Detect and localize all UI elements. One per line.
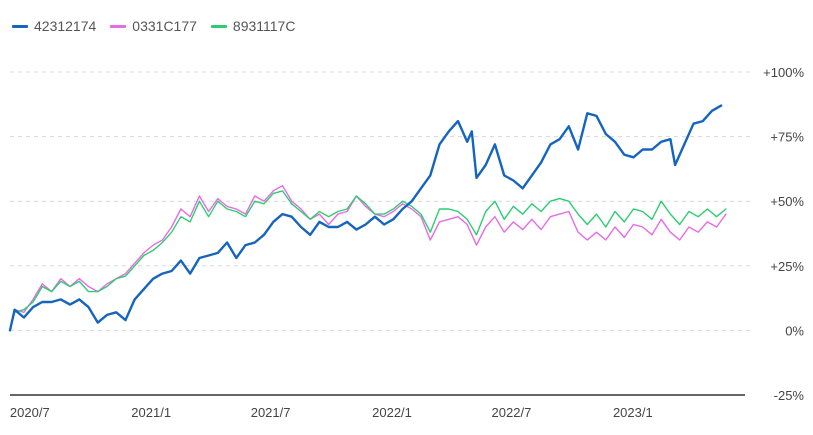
x-tick-label: 2021/1 (131, 405, 171, 420)
legend-swatch-8931117C (210, 24, 227, 28)
series-line-42312174 (8, 104, 723, 332)
y-tick-label: -25% (774, 388, 805, 403)
legend-label-8931117C: 8931117C (232, 18, 296, 34)
series-line-0331C177 (9, 185, 727, 332)
legend-swatch-42312174 (12, 24, 28, 28)
x-tick-label: 2023/1 (613, 405, 653, 420)
legend-label-0331C177: 0331C177 (132, 18, 197, 34)
legend-item-0331C177[interactable]: 0331C177 (110, 18, 197, 34)
y-tick-label: +75% (770, 130, 804, 145)
x-tick-label: 2022/1 (372, 405, 412, 420)
x-tick-label: 2020/7 (10, 405, 50, 420)
y-tick-label: +50% (770, 194, 804, 209)
legend-label-42312174: 42312174 (34, 18, 97, 34)
legend-item-8931117C[interactable]: 8931117C (210, 18, 296, 34)
y-tick-label: +100% (763, 65, 804, 80)
legend-swatch-0331C177 (110, 24, 127, 28)
series-line-8931117C (9, 190, 727, 332)
y-tick-label: +25% (770, 259, 804, 274)
legend-item-42312174[interactable]: 42312174 (12, 18, 96, 34)
y-tick-label: 0% (785, 323, 804, 338)
x-tick-label: 2022/7 (492, 405, 532, 420)
x-tick-label: 2021/7 (251, 405, 291, 420)
legend: 42312174 0331C177 8931117C (12, 18, 295, 34)
